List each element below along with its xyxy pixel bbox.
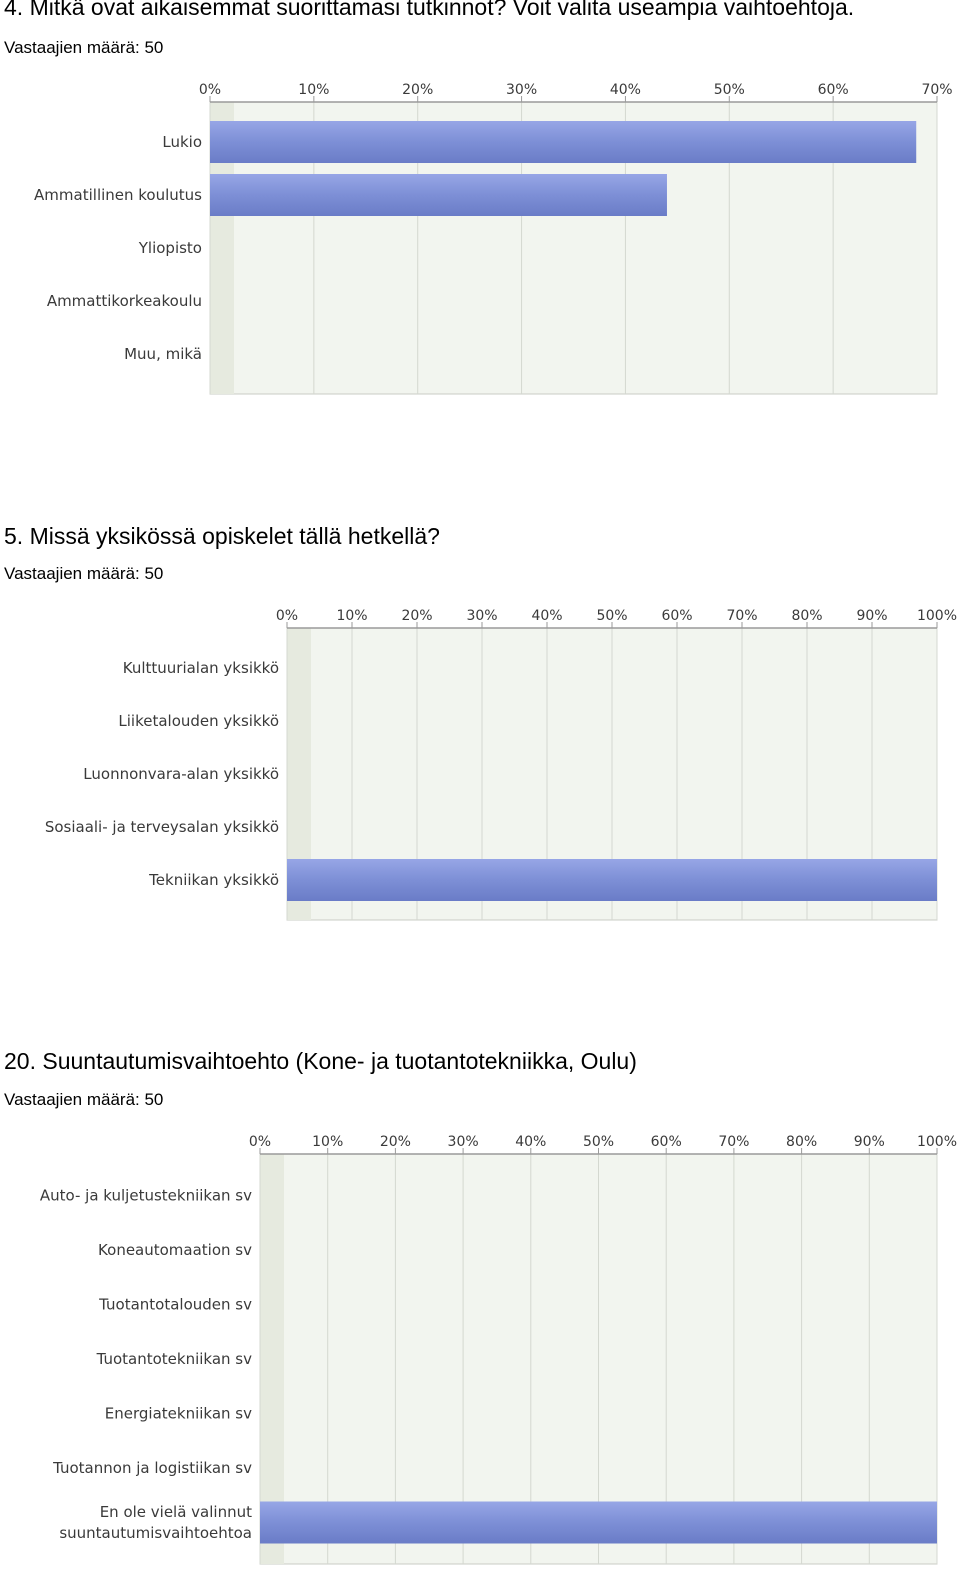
bar — [287, 859, 937, 901]
category-label: Liiketalouden yksikkö — [118, 712, 279, 730]
question-title: 4. Mitkä ovat aikaisemmat suorittamasi t… — [4, 0, 855, 20]
category-label: Yliopisto — [138, 239, 202, 257]
x-tick-label: 40% — [531, 608, 562, 624]
bar — [210, 174, 667, 216]
x-tick-label: 60% — [818, 82, 849, 98]
x-tick-label: 70% — [726, 608, 757, 624]
x-tick-label: 100% — [917, 608, 957, 624]
x-tick-label: 10% — [336, 608, 367, 624]
respondent-count: Vastaajien määrä: 50 — [4, 38, 164, 57]
x-tick-label: 20% — [401, 608, 432, 624]
x-tick-label: 30% — [506, 82, 537, 98]
bar — [260, 1501, 937, 1544]
x-tick-label: 0% — [249, 1134, 271, 1150]
category-label: Tekniikan yksikkö — [148, 871, 279, 889]
x-tick-label: 70% — [718, 1134, 749, 1150]
category-label: Tuotannon ja logistiikan sv — [52, 1459, 252, 1477]
bar-chart-previous-degrees: 0% 10% 20% 30% 40% 50% 60% 70% Lukio Ammatillinen… — [34, 82, 953, 395]
category-label: Ammattikorkeakoulu — [47, 292, 202, 310]
x-tick-label: 0% — [199, 82, 221, 98]
question-title: 5. Missä yksikössä opiskelet tällä hetke… — [4, 523, 440, 549]
x-tick-label: 60% — [661, 608, 692, 624]
x-tick-label: 20% — [402, 82, 433, 98]
respondent-count: Vastaajien määrä: 50 — [4, 564, 164, 583]
category-label: Luonnonvara-alan yksikkö — [83, 765, 279, 783]
x-tick-label: 10% — [298, 82, 329, 98]
x-tick-label: 40% — [610, 82, 641, 98]
x-tick-label: 80% — [786, 1134, 817, 1150]
category-label: Ammatillinen koulutus — [34, 186, 202, 204]
category-label: Tuotantotekniikan sv — [96, 1350, 253, 1368]
category-label: Lukio — [162, 133, 202, 151]
x-tick-label: 40% — [515, 1134, 546, 1150]
x-tick-label: 50% — [596, 608, 627, 624]
x-tick-label: 0% — [276, 608, 298, 624]
x-tick-label: 70% — [921, 82, 952, 98]
x-tick-label: 30% — [448, 1134, 479, 1150]
category-label: Tuotantotalouden sv — [98, 1296, 252, 1314]
category-label: Auto- ja kuljetustekniikan sv — [40, 1187, 252, 1205]
bar-chart-study-unit: 0% 10% 20% 30% 40% 50% 60% 70% 80% 90% 100% Kulttuu… — [45, 608, 957, 921]
category-label: Kulttuurialan yksikkö — [123, 659, 279, 677]
question-title: 20. Suuntautumisvaihtoehto (Kone- ja tuo… — [4, 1048, 637, 1074]
x-tick-label: 50% — [583, 1134, 614, 1150]
category-label: Koneautomaation sv — [98, 1241, 252, 1259]
x-tick-label: 80% — [791, 608, 822, 624]
bar — [210, 121, 917, 163]
category-label: Energiatekniikan sv — [105, 1405, 252, 1423]
bar-chart-specialization: 0% 10% 20% 30% 40% 50% 60% 70% 80% 90% 100% Auto- j… — [40, 1134, 957, 1565]
x-tick-label: 60% — [651, 1134, 682, 1150]
category-label: En ole vielä valinnut suuntautumisvaihtoe… — [59, 1503, 252, 1542]
x-tick-label: 100% — [917, 1134, 957, 1150]
x-tick-label: 90% — [854, 1134, 885, 1150]
x-tick-label: 90% — [856, 608, 887, 624]
category-label: Sosiaali- ja terveysalan yksikkö — [45, 818, 279, 836]
x-tick-label: 10% — [312, 1134, 343, 1150]
category-label: Muu, mikä — [124, 345, 202, 363]
x-tick-label: 20% — [380, 1134, 411, 1150]
respondent-count: Vastaajien määrä: 50 — [4, 1090, 164, 1109]
x-tick-label: 30% — [466, 608, 497, 624]
x-tick-label: 50% — [714, 82, 745, 98]
